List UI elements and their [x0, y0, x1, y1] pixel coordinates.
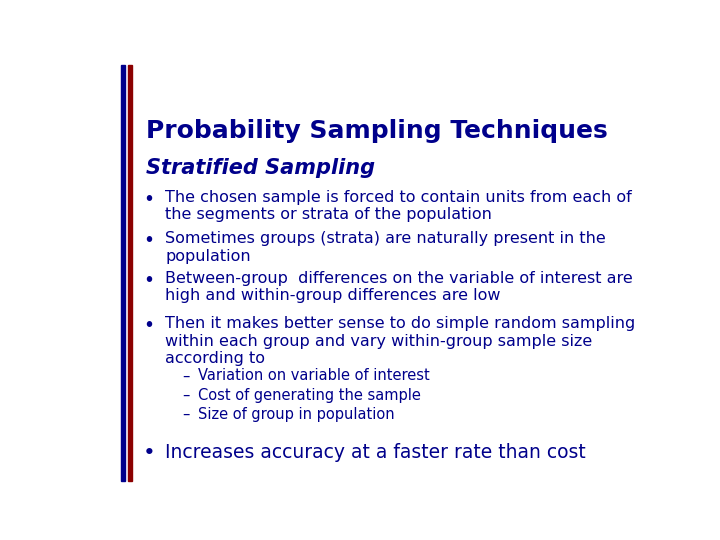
- Text: –: –: [182, 368, 189, 383]
- Text: Size of group in population: Size of group in population: [198, 407, 395, 422]
- Text: Stratified Sampling: Stratified Sampling: [145, 158, 375, 178]
- Text: •: •: [143, 231, 154, 250]
- Text: Then it makes better sense to do simple random sampling
within each group and va: Then it makes better sense to do simple …: [166, 316, 636, 366]
- Bar: [121, 65, 125, 481]
- Text: •: •: [143, 316, 154, 335]
- Text: •: •: [143, 190, 154, 208]
- Text: The chosen sample is forced to contain units from each of
the segments or strata: The chosen sample is forced to contain u…: [166, 190, 632, 222]
- Text: Sometimes groups (strata) are naturally present in the
population: Sometimes groups (strata) are naturally …: [166, 231, 606, 264]
- Text: •: •: [143, 271, 154, 289]
- Text: Variation on variable of interest: Variation on variable of interest: [198, 368, 429, 383]
- Text: –: –: [182, 407, 189, 422]
- Text: Cost of generating the sample: Cost of generating the sample: [198, 388, 420, 403]
- Text: Between-group  differences on the variable of interest are
high and within-group: Between-group differences on the variabl…: [166, 271, 633, 303]
- Text: Increases accuracy at a faster rate than cost: Increases accuracy at a faster rate than…: [166, 443, 586, 462]
- Bar: [128, 65, 132, 481]
- Text: •: •: [143, 443, 156, 463]
- Text: Probability Sampling Techniques: Probability Sampling Techniques: [145, 119, 608, 143]
- Text: –: –: [182, 388, 189, 403]
